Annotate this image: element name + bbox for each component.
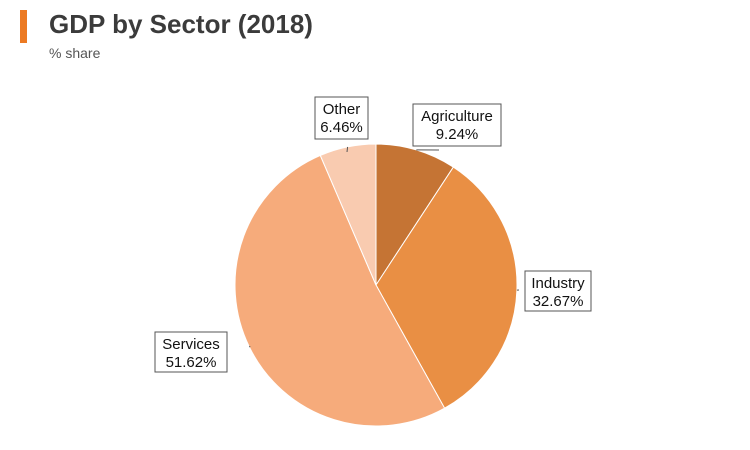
callout-box-agriculture (412, 103, 502, 147)
slice-value-other: 6.46% (320, 119, 363, 136)
slice-value-industry: 32.67% (533, 293, 584, 310)
callout-box-industry (524, 270, 592, 312)
callout-leader-services (249, 345, 251, 348)
slice-value-agriculture: 9.24% (436, 126, 479, 143)
pie-slice-agriculture (375, 143, 455, 287)
slice-label-industry: Industry (531, 275, 585, 292)
slice-label-services: Services (162, 336, 220, 353)
slice-value-services: 51.62% (166, 354, 217, 371)
callout-box-other (314, 96, 369, 140)
pie-slices (234, 143, 518, 427)
callout-box-services (154, 331, 228, 373)
slice-label-agriculture: Agriculture (421, 108, 493, 125)
chart-title: GDP by Sector (2018) (49, 9, 313, 39)
title-accent-bar (20, 10, 27, 43)
chart-subtitle: % share (49, 45, 101, 61)
slice-label-other: Other (323, 101, 361, 118)
callout-leader-other (346, 146, 349, 153)
